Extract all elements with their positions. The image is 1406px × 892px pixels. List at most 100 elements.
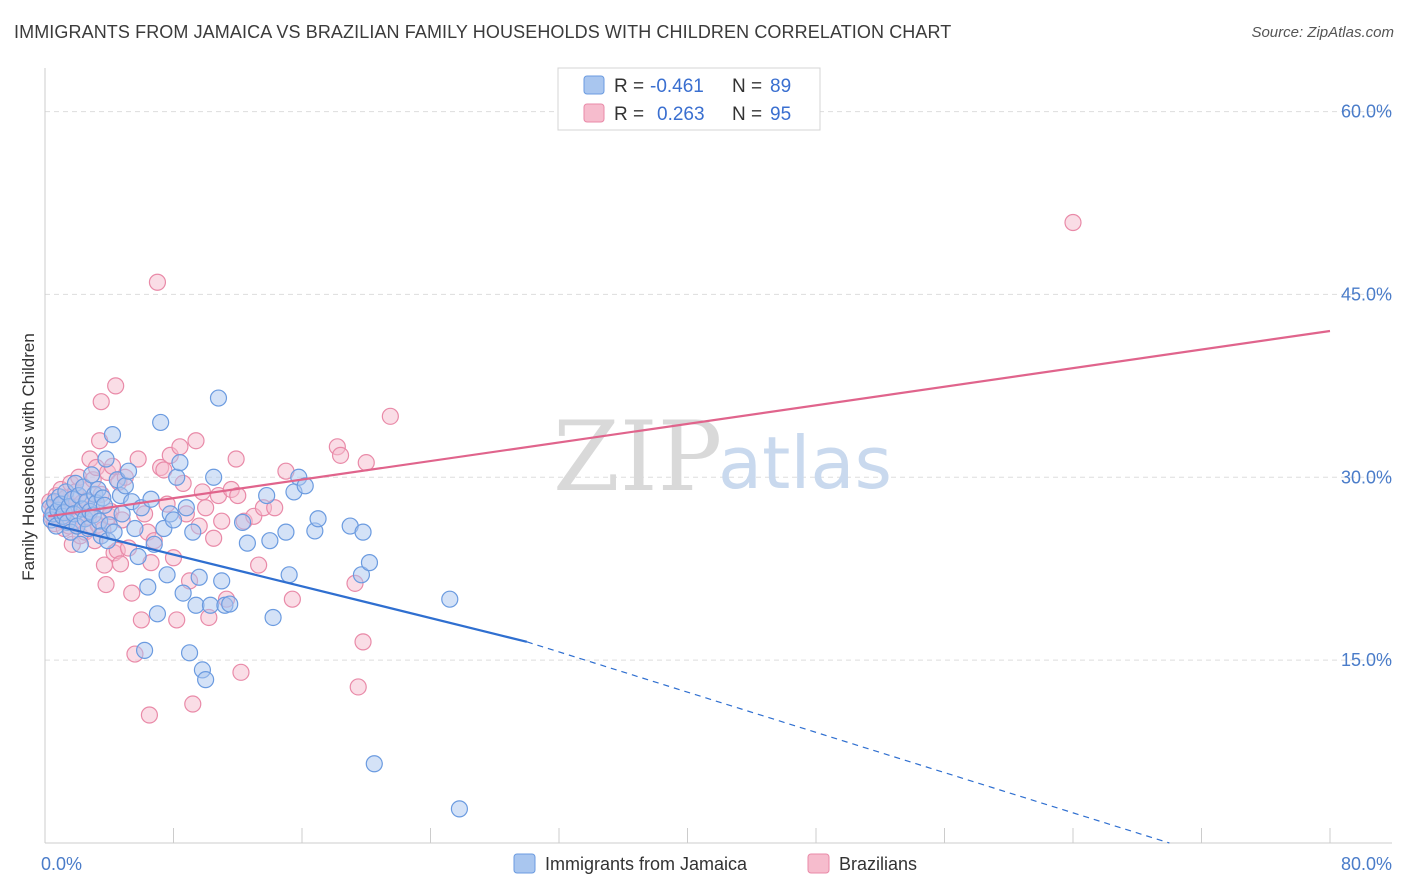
jamaica-point-72 xyxy=(213,572,231,590)
jamaica-point-75 xyxy=(233,513,252,531)
jamaica-point-19 xyxy=(71,535,89,553)
brazilians-point-89 xyxy=(331,446,350,464)
jamaica-points xyxy=(41,389,469,818)
legend-r-label-brazilians: R = xyxy=(614,104,644,125)
y-tick-labels: 15.0% 30.0% 45.0% 60.0% xyxy=(1341,102,1392,671)
jamaica-point-35 xyxy=(97,450,115,468)
y-tick-label-45: 45.0% xyxy=(1341,284,1392,304)
brazilians-point-75 xyxy=(213,512,231,530)
brazilians-point-83 xyxy=(250,556,268,574)
jamaica-point-89 xyxy=(352,566,371,584)
brazilians-point-96 xyxy=(92,393,110,411)
jamaica-point-68 xyxy=(197,671,215,689)
jamaica-point-84 xyxy=(296,477,314,495)
jamaica-point-51 xyxy=(142,490,160,508)
jamaica-point-46 xyxy=(126,519,144,538)
brazilians-point-58 xyxy=(155,461,173,479)
brazilians-point-93 xyxy=(357,454,375,472)
jamaica-point-64 xyxy=(184,523,202,541)
brazilians-point-41 xyxy=(107,377,125,395)
jamaica-trend-line xyxy=(47,522,528,643)
legend-n-value-jamaica: 89 xyxy=(770,76,791,97)
jamaica-point-50 xyxy=(139,578,157,596)
jamaica-point-88 xyxy=(354,523,372,541)
legend-series: Immigrants from Jamaica Brazilians xyxy=(513,853,917,874)
brazilians-point-48 xyxy=(123,584,141,602)
watermark-atlas: atlas xyxy=(718,421,892,505)
brazilians-point-63 xyxy=(171,438,189,456)
brazilians-point-50 xyxy=(129,450,147,468)
chart-title: IMMIGRANTS FROM JAMAICA VS BRAZILIAN FAM… xyxy=(14,22,952,42)
trend-lines xyxy=(47,329,1331,844)
jamaica-point-90 xyxy=(360,554,379,572)
jamaica-point-74 xyxy=(221,595,239,613)
jamaica-point-47 xyxy=(129,547,147,566)
legend-swatch-jamaica xyxy=(583,75,605,95)
chart-source: Source: ZipAtlas.com xyxy=(1251,24,1394,41)
brazilians-point-71 xyxy=(197,499,215,517)
jamaica-point-60 xyxy=(171,454,189,472)
brazilians-point-78 xyxy=(227,450,245,468)
x-tick-label-max: 80.0% xyxy=(1341,854,1392,874)
x-tick-label-min: 0.0% xyxy=(41,854,82,874)
legend-n-label-jamaica: N = xyxy=(732,76,762,97)
brazilians-point-70 xyxy=(193,483,212,501)
jamaica-point-34 xyxy=(95,496,114,514)
jamaica-point-65 xyxy=(187,596,205,614)
jamaica-point-59 xyxy=(168,468,186,486)
y-tick-label-15: 15.0% xyxy=(1341,650,1392,670)
jamaica-point-53 xyxy=(148,605,167,623)
jamaica-point-54 xyxy=(152,413,170,432)
jamaica-point-91 xyxy=(365,755,383,773)
jamaica-point-80 xyxy=(277,523,295,541)
legend-stats: R = -0.461 N = 89 R = 0.263 N = 95 xyxy=(557,67,821,131)
brazilians-point-92 xyxy=(354,633,372,651)
brazilians-point-97 xyxy=(1064,213,1082,232)
legend-r-value-brazilians: 0.263 xyxy=(657,104,705,125)
brazilians-point-80 xyxy=(232,663,250,681)
jamaica-point-79 xyxy=(264,608,282,627)
gridlines xyxy=(45,111,1392,661)
brazilians-point-94 xyxy=(381,407,399,425)
brazilians-point-67 xyxy=(184,695,202,713)
jamaica-point-71 xyxy=(209,389,228,407)
y-tick-label-30: 30.0% xyxy=(1341,467,1392,487)
legend-bottom-label-brazilians: Brazilians xyxy=(839,854,917,874)
y-axis-label: Family Households with Children xyxy=(19,333,38,581)
brazilians-point-91 xyxy=(349,678,367,696)
brazilians-point-68 xyxy=(187,432,205,450)
jamaica-point-77 xyxy=(258,486,276,505)
jamaica-point-49 xyxy=(135,641,154,659)
brazilians-trend-line xyxy=(48,329,1331,518)
jamaica-point-78 xyxy=(261,532,279,550)
brazilians-point-44 xyxy=(111,555,130,573)
jamaica-point-56 xyxy=(158,566,176,584)
jamaica-trend-extension xyxy=(526,641,1170,844)
brazilians-point-79 xyxy=(229,486,247,505)
legend-n-value-brazilians: 95 xyxy=(770,104,791,125)
jamaica-point-70 xyxy=(205,468,223,486)
legend-r-label-jamaica: R = xyxy=(614,76,644,97)
jamaica-point-81 xyxy=(280,566,298,584)
brazilians-point-73 xyxy=(205,529,223,547)
y-tick-label-60: 60.0% xyxy=(1341,102,1392,122)
jamaica-point-66 xyxy=(190,568,208,586)
jamaica-point-38 xyxy=(103,426,122,444)
jamaica-point-58 xyxy=(164,511,183,529)
legend-bottom-swatch-jamaica xyxy=(513,853,536,874)
brazilians-point-35 xyxy=(97,575,115,594)
jamaica-point-61 xyxy=(174,584,192,602)
legend-bottom-swatch-brazilians xyxy=(807,853,830,874)
jamaica-point-26 xyxy=(82,466,101,484)
legend-n-label-brazilians: N = xyxy=(732,104,762,125)
jamaica-point-44 xyxy=(119,462,138,480)
brazilians-point-85 xyxy=(266,499,284,517)
jamaica-point-63 xyxy=(180,644,199,662)
jamaica-point-62 xyxy=(177,499,195,517)
brazilians-point-56 xyxy=(148,273,167,291)
brazilians-point-95 xyxy=(140,706,159,724)
jamaica-point-86 xyxy=(309,510,327,528)
jamaica-point-92 xyxy=(441,590,459,608)
watermark: ZIP atlas xyxy=(553,401,892,513)
legend-swatch-brazilians xyxy=(583,103,605,123)
